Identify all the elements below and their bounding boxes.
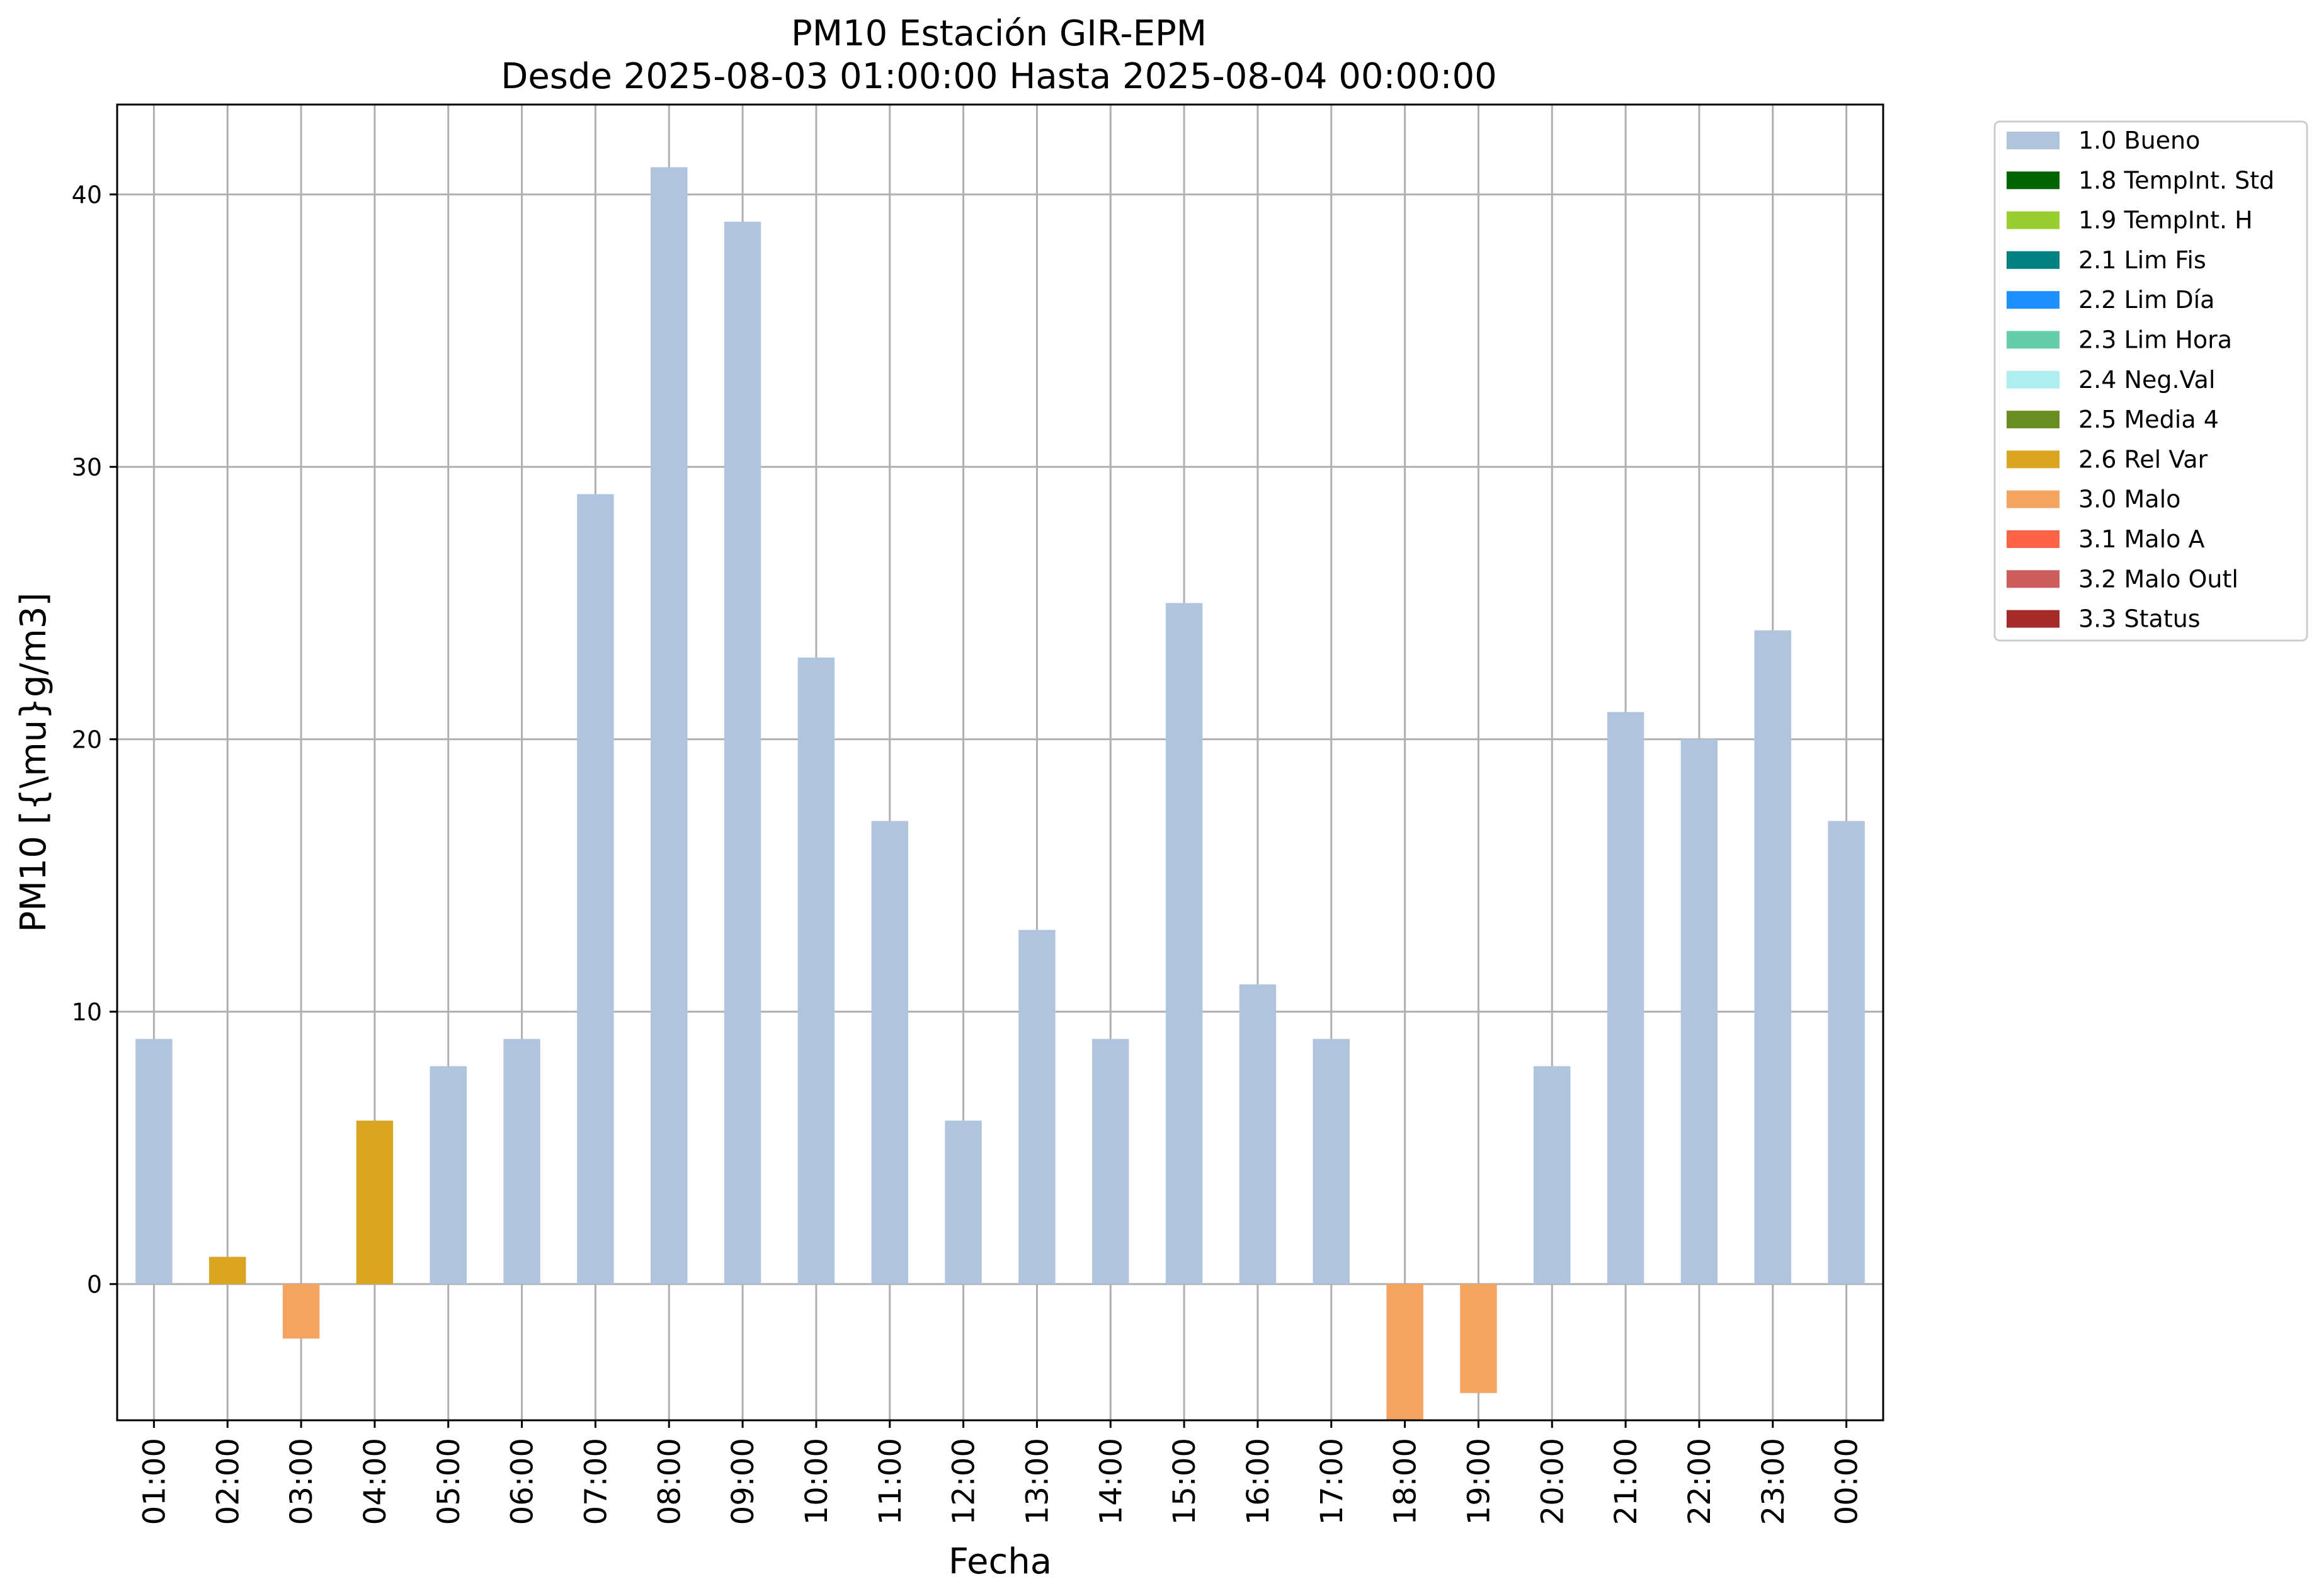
x-tick-label: 05:00	[431, 1438, 467, 1525]
bar	[577, 494, 614, 1284]
chart-subtitle: Desde 2025-08-03 01:00:00 Hasta 2025-08-…	[501, 56, 1497, 97]
legend-swatch	[2007, 132, 2060, 149]
x-tick-label: 06:00	[505, 1438, 540, 1525]
legend-label: 2.1 Lim Fis	[2078, 246, 2206, 274]
y-axis-label: PM10 [{\mu}g/m3]	[13, 593, 54, 933]
x-tick-label: 19:00	[1461, 1438, 1496, 1525]
bar	[1018, 930, 1056, 1284]
bar	[1313, 1039, 1350, 1284]
bar	[1828, 821, 1865, 1284]
legend-swatch	[2007, 251, 2060, 269]
y-tick-label: 20	[72, 726, 102, 754]
bar	[1460, 1284, 1497, 1393]
x-tick-label: 21:00	[1609, 1438, 1644, 1525]
legend-label: 2.4 Neg.Val	[2078, 366, 2215, 394]
legend-label: 3.2 Malo Outl	[2078, 565, 2238, 593]
y-tick-label: 10	[72, 998, 102, 1026]
bar	[356, 1120, 394, 1284]
x-tick-label: 22:00	[1682, 1438, 1718, 1525]
x-tick-label: 07:00	[578, 1438, 613, 1525]
bar	[1607, 712, 1644, 1284]
x-axis-label: Fecha	[949, 1541, 1052, 1582]
y-tick-label: 30	[72, 453, 102, 481]
x-tick-label: 00:00	[1830, 1438, 1865, 1525]
bar	[651, 167, 688, 1284]
bar	[1680, 739, 1718, 1284]
y-tick-label: 40	[72, 181, 102, 209]
x-tick-label: 23:00	[1756, 1438, 1791, 1525]
x-tick-label: 08:00	[652, 1438, 687, 1525]
x-tick-label: 09:00	[726, 1438, 761, 1525]
bar	[282, 1284, 320, 1339]
legend-label: 3.3 Status	[2078, 605, 2201, 633]
legend-label: 3.0 Malo	[2078, 486, 2180, 513]
x-tick-label: 17:00	[1314, 1438, 1350, 1525]
x-tick-label: 12:00	[947, 1438, 982, 1525]
x-tick-label: 16:00	[1241, 1438, 1276, 1525]
bar	[1534, 1066, 1571, 1284]
legend-label: 2.3 Lim Hora	[2078, 326, 2232, 354]
legend-swatch	[2007, 370, 2060, 389]
x-tick-label: 10:00	[799, 1438, 835, 1525]
plot-area-frame	[116, 103, 1884, 1422]
legend: 1.0 Bueno 1.8 TempInt. Std 1.9 TempInt. H 2…	[1993, 120, 2308, 642]
legend-swatch	[2007, 610, 2060, 628]
bar	[209, 1257, 246, 1284]
bar	[871, 821, 908, 1284]
chart-title: PM10 Estación GIR-EPM	[791, 13, 1207, 54]
bar	[1239, 984, 1277, 1284]
legend-swatch	[2007, 291, 2060, 309]
y-axis-ticks: 0 10 20 30 40	[72, 181, 117, 1299]
legend-label: 2.6 Rel Var	[2078, 445, 2208, 473]
x-tick-label: 03:00	[284, 1438, 319, 1525]
legend-swatch	[2007, 211, 2060, 229]
legend-swatch	[2007, 331, 2060, 349]
bars	[135, 167, 1865, 1420]
x-tick-label: 14:00	[1093, 1438, 1129, 1525]
x-tick-label: 04:00	[358, 1438, 393, 1525]
legend-label: 1.0 Bueno	[2078, 127, 2200, 154]
legend-swatch	[2007, 411, 2060, 429]
bar	[724, 221, 761, 1284]
legend-label: 2.2 Lim Día	[2078, 286, 2214, 314]
bar	[430, 1066, 467, 1284]
legend-swatch	[2007, 171, 2060, 190]
legend-swatch	[2007, 450, 2060, 469]
bar	[1386, 1284, 1423, 1420]
x-tick-label: 01:00	[137, 1438, 172, 1525]
x-tick-label: 18:00	[1388, 1438, 1423, 1525]
legend-swatch	[2007, 570, 2060, 588]
bar	[1754, 630, 1791, 1284]
bar	[945, 1120, 982, 1284]
bar	[503, 1039, 540, 1284]
x-tick-label: 02:00	[210, 1438, 246, 1525]
legend-label: 3.1 Malo A	[2078, 525, 2204, 553]
x-axis-ticks: 01:00 02:00 03:00 04:00 05:00 06:00 07:00 08:00…	[137, 1420, 1865, 1525]
legend-label: 1.9 TempInt. H	[2078, 207, 2253, 234]
legend-swatch	[2007, 530, 2060, 548]
bar	[1165, 603, 1203, 1284]
x-tick-label: 20:00	[1535, 1438, 1570, 1525]
legend-label: 1.8 TempInt. Std	[2078, 166, 2274, 194]
x-tick-label: 11:00	[873, 1438, 908, 1525]
legend-swatch	[2007, 490, 2060, 508]
bar	[797, 657, 835, 1284]
bar	[1092, 1039, 1129, 1284]
y-tick-label: 0	[87, 1271, 102, 1299]
legend-box	[1993, 120, 2308, 642]
legend-label: 2.5 Media 4	[2078, 406, 2219, 433]
bar	[135, 1039, 173, 1284]
x-tick-label: 13:00	[1020, 1438, 1055, 1525]
x-tick-label: 15:00	[1167, 1438, 1202, 1525]
